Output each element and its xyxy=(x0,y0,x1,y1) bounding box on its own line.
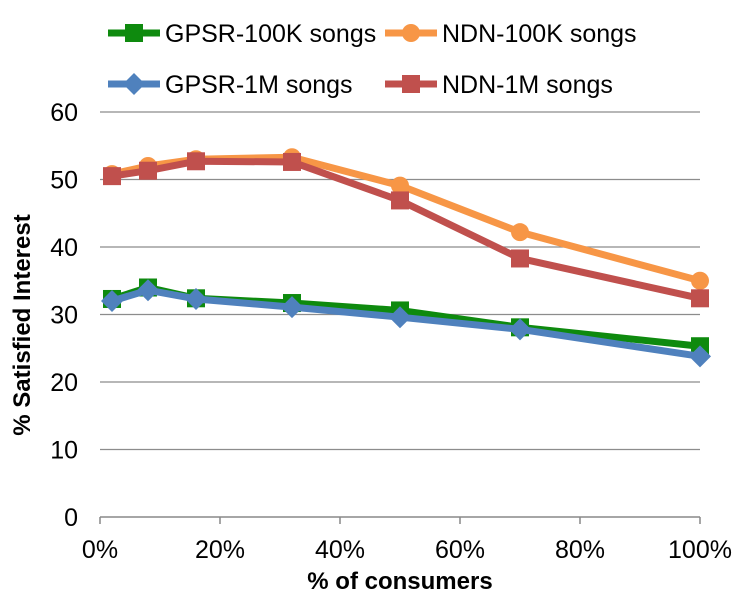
data-point xyxy=(283,152,301,171)
y-tick-label: 60 xyxy=(50,99,78,127)
data-point xyxy=(689,345,711,368)
y-tick-label: 10 xyxy=(50,437,78,465)
y-axis-ticks: 0 10 20 30 40 50 60 xyxy=(50,99,78,532)
series-4 xyxy=(103,152,709,308)
legend-item: NDN-100K songs xyxy=(385,20,637,48)
x-axis-ticks: 0% 20% 40% 60% 80% 100% xyxy=(82,517,732,564)
data-point xyxy=(691,271,709,290)
data-point xyxy=(101,290,123,312)
legend-marker xyxy=(402,24,420,42)
series-line xyxy=(108,153,704,285)
legend-marker xyxy=(125,24,143,42)
data-point xyxy=(509,318,531,341)
legend-label: GPSR-1M songs xyxy=(165,71,353,99)
data-point xyxy=(281,296,303,319)
y-tick-label: 0 xyxy=(64,504,78,532)
x-axis-title: % of consumers xyxy=(307,568,492,595)
legend-item: GPSR-100K songs xyxy=(108,20,376,48)
x-tick-label: 100% xyxy=(668,536,732,564)
data-point xyxy=(187,152,205,171)
data-point xyxy=(103,167,121,186)
legend: GPSR-100K songs NDN-100K songs GPSR-1M son… xyxy=(108,20,637,99)
legend-marker xyxy=(123,73,145,95)
x-tick-label: 40% xyxy=(315,536,365,564)
legend-label: NDN-100K songs xyxy=(442,20,637,48)
y-tick-label: 50 xyxy=(50,167,78,195)
legend-item: NDN-1M songs xyxy=(385,71,613,99)
x-tick-label: 0% xyxy=(82,536,118,564)
legend-item: GPSR-1M songs xyxy=(108,71,353,99)
x-tick-label: 60% xyxy=(435,536,485,564)
data-point xyxy=(691,289,709,308)
y-axis-title: % Satisfied Interest xyxy=(9,214,36,435)
legend-label: GPSR-100K songs xyxy=(165,20,376,48)
data-point xyxy=(391,176,409,195)
data-point xyxy=(511,249,529,268)
series-lines xyxy=(101,148,711,368)
y-tick-label: 30 xyxy=(50,302,78,330)
series-3 xyxy=(101,279,711,368)
data-point xyxy=(137,279,159,302)
data-point xyxy=(185,287,207,310)
x-tick-label: 20% xyxy=(195,536,245,564)
legend-label: NDN-1M songs xyxy=(442,71,613,99)
y-tick-label: 20 xyxy=(50,369,78,397)
data-point xyxy=(139,161,157,180)
data-point xyxy=(391,191,409,210)
data-point xyxy=(511,223,529,242)
data-point xyxy=(389,306,411,329)
y-tick-label: 40 xyxy=(50,234,78,262)
legend-marker xyxy=(402,75,420,93)
x-tick-label: 80% xyxy=(555,536,605,564)
